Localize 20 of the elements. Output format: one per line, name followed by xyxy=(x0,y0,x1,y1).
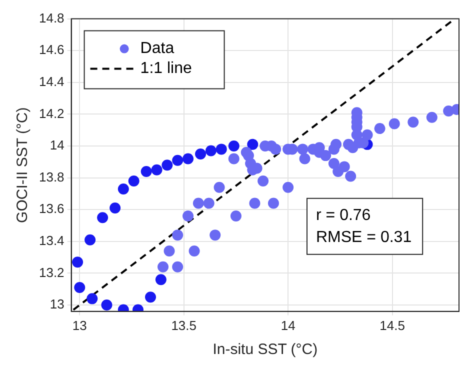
x-tick-label: 14.5 xyxy=(380,318,405,333)
y-tick-label: 14.8 xyxy=(38,10,64,26)
x-tick-label: 13 xyxy=(72,318,87,333)
y-tick-label: 13.2 xyxy=(38,264,64,280)
x-tick-label: 14 xyxy=(280,318,296,333)
y-tick-label: 14 xyxy=(50,138,64,153)
y-tick-label: 13.6 xyxy=(38,201,64,216)
annotation: r = 0.76 xyxy=(316,206,371,224)
x-tick-label: 13.5 xyxy=(171,318,197,333)
y-tick-label: 13 xyxy=(50,296,64,312)
y-tick-label: 13.4 xyxy=(38,233,64,248)
y-tick-label: 14.4 xyxy=(38,74,64,89)
y-tick-label: 14.2 xyxy=(38,106,64,121)
y-tick-label: 14.6 xyxy=(38,42,64,58)
y-tick-label: 13.8 xyxy=(38,169,64,184)
x-axis-title: In-situ SST (°C) xyxy=(212,341,318,358)
legend-label: 1:1 line xyxy=(140,60,192,78)
legend-label: Data xyxy=(140,40,174,58)
annotation: RMSE = 0.31 xyxy=(316,228,412,246)
y-axis-title: GOCI-II SST (°C) xyxy=(14,107,32,223)
